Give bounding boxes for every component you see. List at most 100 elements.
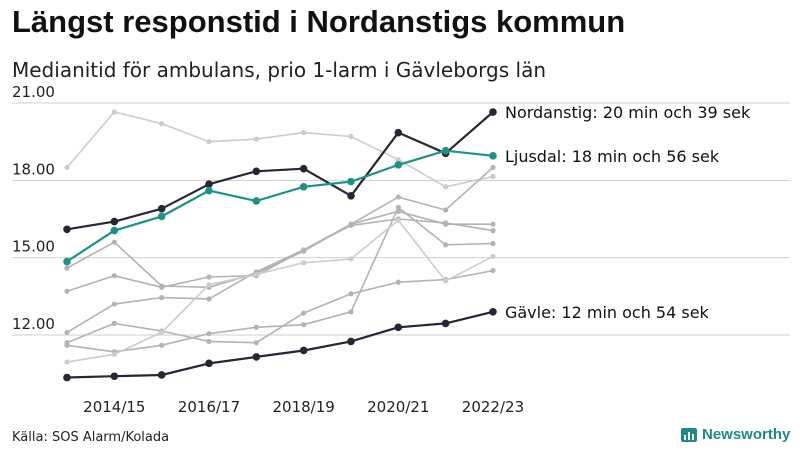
data-point [490,164,496,171]
data-point [348,256,354,262]
data-point [490,228,496,234]
series-line [66,111,494,188]
data-point [301,130,307,136]
data-point [110,226,119,235]
data-point [490,253,496,259]
series-other [64,216,496,336]
data-point [489,152,497,160]
data-point [206,331,212,337]
series-other [64,164,496,294]
data-point [111,273,117,279]
data-point [206,296,212,302]
data-point [443,207,449,213]
y-axis-ticks: 12.00 15.00 18.00 21.00 [12,83,55,333]
data-point [206,338,212,345]
data-point [299,346,308,355]
y-tick-label: 21.00 [12,83,55,101]
data-point [252,353,261,361]
data-point [111,239,117,245]
brand-logo: Newsworthy [681,426,790,443]
series-nordanstig [63,108,497,234]
data-point [111,301,117,307]
data-point [490,267,496,274]
data-point [347,177,355,186]
series-line [66,210,493,289]
series-line [66,149,494,263]
series-other [64,208,496,290]
chart-subtitle: Medianitid för ambulans, prio 1-larm i G… [12,58,547,82]
series-ljusdal [63,146,497,266]
data-point [205,186,213,195]
data-point [64,329,70,336]
x-tick-label: 2016/17 [178,398,240,416]
data-point [348,291,354,297]
data-point [63,257,71,266]
data-point [63,373,71,382]
x-axis-ticks: 2014/15 2016/17 2018/19 2020/21 2022/23 [83,398,524,416]
data-point [159,342,165,348]
data-point [253,271,259,278]
data-point [441,319,450,328]
gridlines [12,102,790,336]
data-point [252,167,261,176]
data-point [299,182,308,191]
data-point [299,164,308,173]
data-point [157,212,166,221]
data-point [443,220,449,226]
data-point [64,288,70,294]
data-point [443,278,449,284]
data-point [395,217,401,223]
data-point [490,221,496,227]
series-line [66,111,494,231]
plot-area [63,108,497,382]
data-point [443,184,449,190]
data-point [394,128,403,137]
data-point [348,309,354,315]
data-point [301,247,307,253]
data-point [64,265,70,271]
brand-name: Newsworthy [702,426,791,443]
data-point [301,322,307,328]
data-point [111,320,117,326]
data-point [394,323,403,332]
data-point [441,146,450,155]
data-point [490,240,496,247]
data-point [253,340,259,346]
data-point [110,372,119,381]
data-point [64,164,70,171]
data-point [157,204,166,213]
data-point [159,295,165,301]
series-line [66,166,494,292]
x-tick-label: 2020/21 [367,398,429,416]
x-tick-label: 2018/19 [272,398,334,416]
data-point [395,279,401,285]
data-point [253,324,259,330]
series-line [66,219,494,363]
data-point [348,133,354,140]
y-tick-label: 15.00 [12,238,55,256]
data-point [64,340,70,346]
data-point [205,359,213,368]
series-other [64,109,496,190]
series-label: Gävle: 12 min och 54 sek [505,303,710,322]
data-point [111,109,117,115]
data-point [206,139,212,145]
data-point [252,197,261,205]
series-gävle [63,308,497,382]
series-line [66,269,494,344]
source-note: Källa: SOS Alarm/Kolada [12,430,170,445]
data-point [159,121,165,127]
x-tick-label: 2014/15 [83,398,145,416]
chart-title: Längst responstid i Nordanstigs kommun [12,4,626,39]
newsworthy-icon [681,427,697,442]
data-point [489,108,497,116]
y-tick-label: 12.00 [12,315,55,333]
series-label: Nordanstig: 20 min och 39 sek [505,103,751,122]
data-point [111,351,117,357]
data-point [157,371,166,379]
series-line [66,206,494,353]
data-point [159,284,165,290]
data-point [301,260,307,266]
data-point [395,194,401,200]
